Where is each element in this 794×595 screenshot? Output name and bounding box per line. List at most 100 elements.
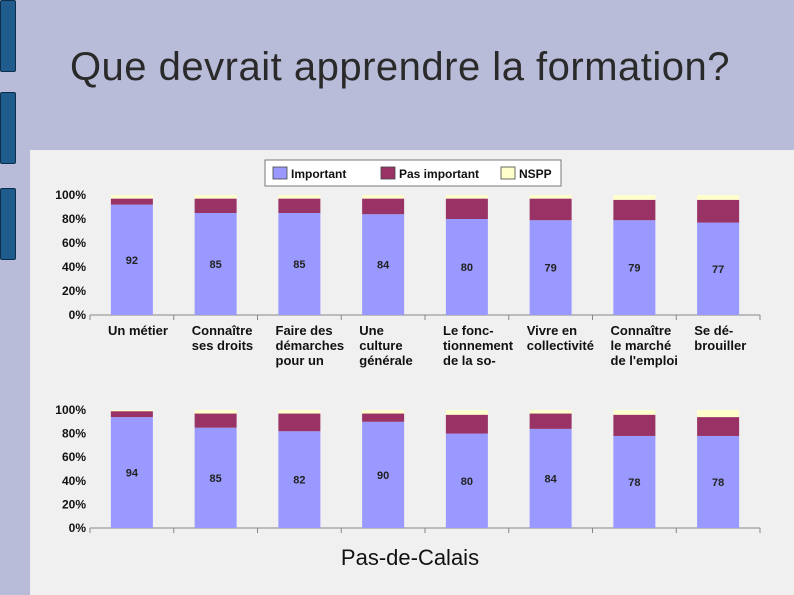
bar-segment-1: [362, 198, 405, 215]
x-category-label: tionnement: [443, 338, 514, 353]
data-label: 77: [712, 264, 724, 276]
bar-segment-2: [278, 195, 321, 199]
legend-label-0: Important: [291, 167, 346, 181]
y-tick-label: 0%: [69, 308, 87, 322]
x-category-label: de la so-: [443, 353, 496, 368]
bar-segment-0: [278, 213, 321, 315]
bar-segment-1: [613, 199, 656, 221]
bar-segment-2: [697, 410, 740, 418]
bar-segment-0: [278, 431, 321, 528]
data-label: 85: [210, 259, 222, 271]
bar-segment-1: [194, 413, 237, 428]
bar-segment-1: [697, 417, 740, 436]
x-category-label: générale: [359, 353, 412, 368]
y-tick-label: 60%: [62, 450, 86, 464]
data-label: 80: [461, 262, 473, 274]
bar-segment-2: [529, 410, 572, 414]
bar-segment-1: [278, 413, 321, 432]
chart-panel: Important Pas important NSPP 0% 20% 40% 60% 80%…: [30, 150, 794, 595]
data-label: 90: [377, 470, 389, 482]
bar-segment-2: [445, 195, 488, 199]
x-category-label: Une: [359, 323, 384, 338]
bar-segment-2: [110, 195, 153, 199]
bar-segment-0: [194, 427, 237, 528]
x-category-label: collectivité: [527, 338, 594, 353]
legend-label-2: NSPP: [519, 167, 552, 181]
y-tick-label: 80%: [62, 427, 86, 441]
bar-segment-0: [362, 214, 405, 315]
legend-swatch-2: [500, 166, 516, 180]
y-tick-label: 40%: [62, 474, 86, 488]
bar-segment-1: [697, 199, 740, 223]
data-label: 80: [461, 476, 473, 488]
bar-segment-2: [194, 410, 237, 414]
legend-swatch-0: [272, 166, 288, 180]
bar-segment-1: [529, 198, 572, 221]
y-tick-label: 60%: [62, 236, 86, 250]
x-category-label: Connaître: [192, 323, 253, 338]
bar-segment-2: [362, 195, 405, 199]
data-label: 78: [712, 477, 724, 489]
bar-segment-2: [529, 195, 572, 199]
x-category-label: culture: [359, 338, 402, 353]
bar-segment-1: [110, 411, 153, 418]
bar-segment-0: [697, 222, 740, 315]
bar-segment-0: [529, 428, 572, 528]
y-tick-label: 40%: [62, 260, 86, 274]
bar-segment-1: [194, 198, 237, 213]
bar-segment-2: [613, 195, 656, 200]
bar-segment-0: [613, 220, 656, 315]
x-category-label: Faire des: [276, 323, 333, 338]
data-label: 84: [545, 473, 558, 485]
x-category-label: Se dé-: [694, 323, 733, 338]
bar-segment-2: [110, 410, 153, 412]
data-label: 92: [126, 255, 138, 267]
x-category-label: Connaître: [611, 323, 672, 338]
data-label: 85: [293, 259, 305, 271]
bar-segment-1: [445, 414, 488, 434]
y-tick-label: 80%: [62, 212, 86, 226]
bar-segment-0: [362, 421, 405, 528]
bar-segment-2: [194, 195, 237, 199]
bar-segment-1: [613, 414, 656, 436]
slide-decoration-bar: [0, 0, 16, 72]
data-label: 79: [628, 263, 640, 275]
legend-swatch-1: [380, 166, 396, 180]
legend-label-1: Pas important: [399, 167, 479, 181]
bar-segment-0: [194, 213, 237, 315]
bar-segment-0: [110, 417, 153, 528]
bar-segment-0: [613, 435, 656, 528]
bar-segment-1: [278, 198, 321, 213]
slide-title: Que devrait apprendre la formation?: [69, 45, 731, 89]
data-label: 78: [628, 477, 640, 489]
bar-segment-1: [445, 198, 488, 219]
data-label: 94: [126, 468, 139, 480]
x-category-label: Vivre en: [527, 323, 577, 338]
y-tick-label: 20%: [62, 497, 86, 511]
y-tick-label: 0%: [69, 521, 87, 535]
bar-segment-2: [362, 410, 405, 414]
x-category-label: le marché: [611, 338, 672, 353]
x-category-label: démarches: [276, 338, 345, 353]
bar-segment-0: [110, 204, 153, 315]
bar-segment-0: [445, 219, 488, 315]
bar-segment-2: [445, 410, 488, 415]
bar-segment-1: [362, 413, 405, 422]
x-category-label: Un métier: [108, 323, 168, 338]
y-tick-label: 100%: [55, 188, 86, 202]
data-label: 84: [377, 260, 390, 272]
data-label: 82: [293, 475, 305, 487]
chart-canvas: Important Pas important NSPP 0% 20% 40% 60% 80%…: [55, 159, 761, 535]
bar-segment-0: [445, 433, 488, 528]
data-label: 85: [210, 473, 222, 485]
bar-segment-2: [613, 410, 656, 415]
bar-segment-0: [697, 435, 740, 528]
y-tick-label: 20%: [62, 284, 86, 298]
y-tick-label: 100%: [55, 403, 86, 417]
chart-subtitle: Pas-de-Calais: [340, 545, 480, 570]
x-category-label: pour un: [276, 353, 324, 368]
bar-segment-1: [110, 198, 153, 205]
bar-segment-2: [278, 410, 321, 414]
slide-decoration-bar: [0, 188, 16, 260]
bar-segment-1: [529, 413, 572, 429]
